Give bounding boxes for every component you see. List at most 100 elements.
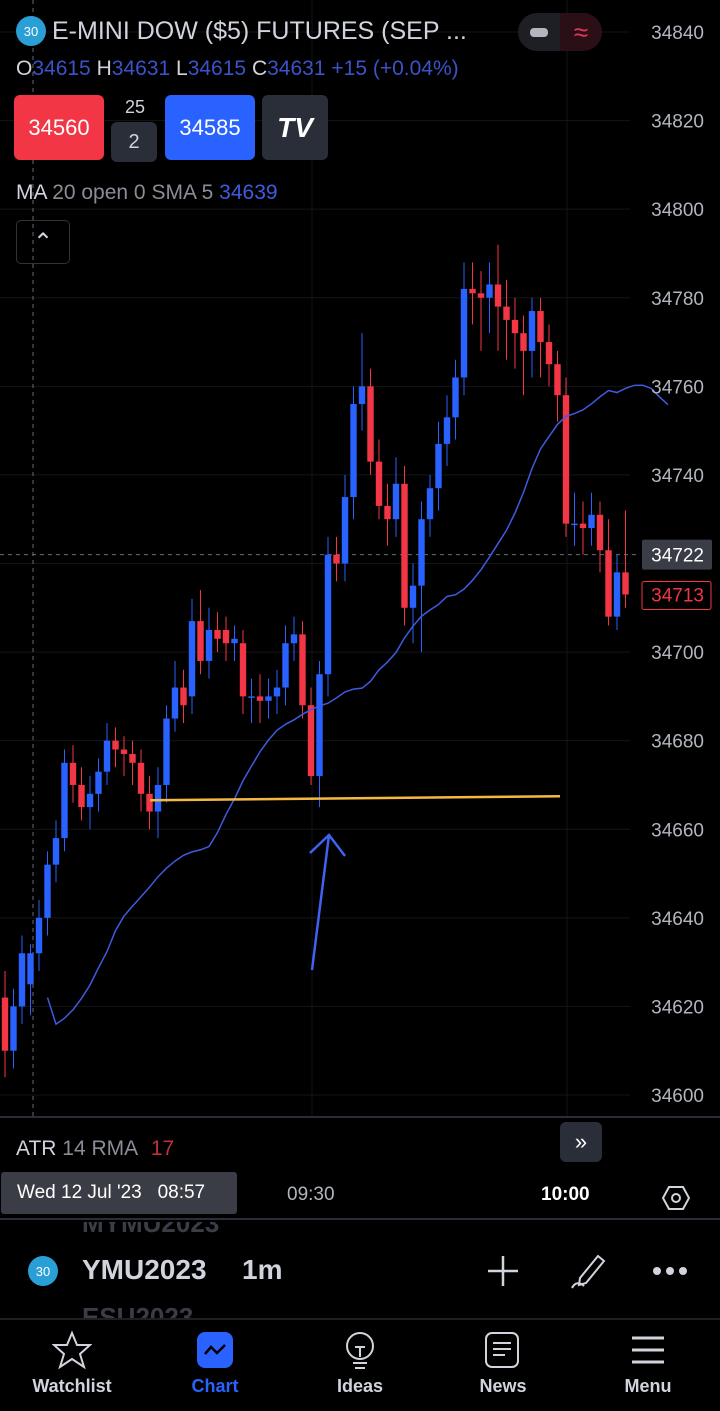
minus-icon[interactable]: [518, 13, 560, 51]
drawing-pen-icon[interactable]: [568, 1250, 608, 1290]
candle-body: [239, 643, 247, 697]
candle-body: [545, 342, 553, 365]
symbol-bar[interactable]: MYMU2023 30 YMU2023 1m ESU2023: [0, 1222, 720, 1320]
sell-button[interactable]: 34560: [14, 95, 104, 160]
candle-body: [61, 762, 68, 839]
atr-legend[interactable]: ATR 14 RMA 17: [16, 1137, 175, 1160]
price-axis-label: 34722: [651, 546, 704, 567]
mode-toggle[interactable]: ≈: [518, 13, 602, 51]
crosshair-time-label: Wed 12 Jul '23 08:57: [1, 1172, 237, 1214]
candle-body: [256, 696, 264, 701]
wave-icon[interactable]: ≈: [560, 13, 602, 51]
quantity-field[interactable]: 2: [111, 122, 157, 162]
settings-icon[interactable]: [662, 1184, 690, 1212]
candle-body: [231, 638, 238, 644]
ohlc-readout: O34615 H34631 L34615 C34631 +15 (+0.04%): [16, 57, 459, 80]
candle-body: [520, 333, 527, 351]
moving-average-line: [46, 384, 669, 1026]
candle-body: [571, 523, 578, 526]
candle-body: [69, 762, 77, 785]
interval-selector[interactable]: 1m: [242, 1254, 283, 1285]
nav-ideas[interactable]: Ideas: [305, 1330, 415, 1397]
candle-body: [299, 634, 306, 706]
more-icon[interactable]: [652, 1266, 688, 1276]
price-axis-label: 34680: [651, 732, 704, 753]
scroll-to-realtime-button[interactable]: »: [560, 1122, 602, 1162]
candle-body: [596, 514, 604, 551]
candle-body: [613, 572, 621, 617]
candle-body: [409, 585, 417, 608]
chevron-up-icon: ⌃: [32, 228, 54, 256]
buy-button[interactable]: 34585: [165, 95, 255, 160]
candle-body: [10, 1006, 17, 1051]
time-label: 10:00: [541, 1184, 590, 1205]
candle-body: [78, 784, 85, 808]
candle-body: [214, 629, 221, 639]
candle-body: [188, 621, 196, 697]
candle-body: [401, 483, 408, 608]
candle-body: [392, 483, 400, 520]
candle-body: [120, 749, 128, 754]
candle-body: [18, 953, 26, 1007]
news-icon: [485, 1332, 519, 1368]
candle-body: [52, 838, 60, 865]
ma-legend[interactable]: MA 20 open 0 SMA 5 34639: [16, 181, 278, 204]
price-axis-label: 34600: [651, 1086, 704, 1107]
candle-body: [562, 395, 570, 524]
price-axis-label: 34713: [651, 586, 704, 607]
candle-body: [137, 762, 145, 794]
dow-30-badge: 30: [16, 16, 46, 46]
price-axis-label: 34820: [651, 112, 704, 133]
next-symbol[interactable]: ESU2023: [82, 1302, 194, 1320]
arrow-drawing: [309, 833, 346, 971]
candle-body: [528, 311, 536, 351]
candle-body: [86, 793, 94, 808]
candle-body: [103, 740, 111, 772]
candle-body: [477, 293, 485, 298]
price-axis-label: 34640: [651, 909, 704, 930]
plus-icon[interactable]: [486, 1254, 520, 1288]
candle-body: [27, 953, 34, 985]
candle-body: [324, 554, 332, 675]
candle-body: [248, 696, 255, 698]
candle-body: [460, 288, 468, 378]
collapse-legend-button[interactable]: ⌃: [16, 220, 70, 264]
nav-news[interactable]: News: [448, 1330, 558, 1397]
prev-symbol[interactable]: MYMU2023: [82, 1222, 220, 1238]
candle-body: [333, 554, 340, 564]
double-chevron-right-icon: »: [574, 1129, 588, 1154]
candle-body: [95, 771, 102, 794]
candle-body: [426, 488, 434, 520]
nav-watchlist[interactable]: Watchlist: [17, 1330, 127, 1397]
nav-menu[interactable]: Menu: [593, 1330, 703, 1397]
candle-body: [588, 514, 595, 529]
menu-icon: [632, 1336, 664, 1364]
symbol-name[interactable]: YMU2023: [82, 1254, 207, 1285]
price-chart[interactable]: 34840 34820 34800 34780 34760 34740 34722 34713…: [0, 0, 720, 1120]
candle-body: [197, 621, 204, 661]
symbol-title[interactable]: 30 E-MINI DOW ($5) FUTURES (SEP ...: [16, 16, 467, 46]
time-axis[interactable]: Wed 12 Jul '23 08:57 09:30 10:00: [0, 1172, 720, 1220]
candle-body: [452, 377, 459, 418]
price-axis-label: 34840: [651, 23, 704, 44]
candle-body: [316, 674, 323, 777]
price-axis-label: 34620: [651, 997, 704, 1018]
candle-body: [605, 550, 612, 617]
candle-body: [290, 634, 298, 644]
dow-30-badge: 30: [28, 1256, 58, 1286]
nav-chart[interactable]: Chart: [160, 1330, 270, 1397]
candle-body: [537, 311, 544, 343]
price-axis-label: 34740: [651, 466, 704, 487]
symbol-name: E-MINI DOW ($5) FUTURES (SEP ...: [52, 16, 467, 45]
candle-body: [554, 364, 561, 396]
candle-body: [282, 643, 289, 688]
candle-body: [511, 319, 519, 334]
tradingview-logo-button[interactable]: TV: [262, 95, 328, 160]
candle-body: [469, 288, 476, 294]
price-axis-label: 34700: [651, 643, 704, 664]
candle-body: [146, 793, 153, 812]
candle-body: [112, 740, 119, 750]
candle-body: [579, 523, 587, 529]
candle-body: [35, 917, 43, 954]
candle-body: [375, 461, 383, 506]
